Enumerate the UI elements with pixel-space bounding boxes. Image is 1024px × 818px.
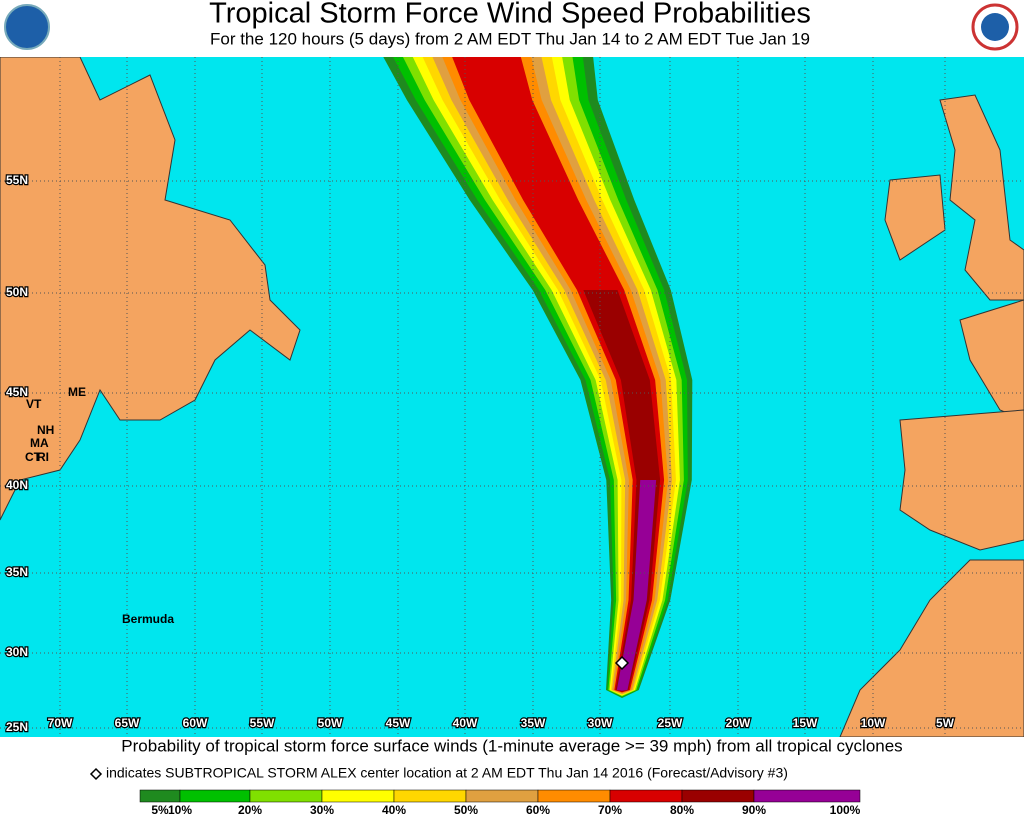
legend-swatch <box>609 789 683 803</box>
legend-label: 100% <box>830 803 861 817</box>
lat-label: 55N <box>6 173 28 187</box>
legend-swatch <box>681 789 755 803</box>
lat-label: 50N <box>6 285 28 299</box>
legend-label: 60% <box>526 803 550 817</box>
lon-label: 60W <box>183 716 208 730</box>
lat-label: 40N <box>6 478 28 492</box>
legend-label: 30% <box>310 803 334 817</box>
legend-label: 5% <box>151 803 169 817</box>
lon-label: 45W <box>386 716 411 730</box>
place-label: ME <box>68 385 86 399</box>
place-label: RI <box>37 450 49 464</box>
legend-label: 70% <box>598 803 622 817</box>
note: indicates SUBTROPICAL STORM ALEX center … <box>106 765 788 781</box>
lon-label: 40W <box>453 716 478 730</box>
legend-swatch <box>393 789 467 803</box>
storm-center <box>614 655 630 671</box>
graticule: 55N 50N 45N 40N 35N 30N 25N 70W 65W 60W 55W 50W 45W 4… <box>0 57 1024 737</box>
lon-label: 15W <box>793 716 818 730</box>
great-britain <box>939 94 1024 301</box>
probability-swath <box>383 57 693 698</box>
iberia <box>899 409 1024 551</box>
place-label: NH <box>37 423 54 437</box>
legend-swatch <box>753 789 861 803</box>
lon-label: 10W <box>861 716 886 730</box>
lon-label: 20W <box>726 716 751 730</box>
ireland <box>884 174 946 261</box>
legend-label: 10% <box>168 803 192 817</box>
lon-label: 35W <box>521 716 546 730</box>
lon-label: 5W <box>936 716 955 730</box>
legend-swatch <box>321 789 395 803</box>
lat-label: 45N <box>6 385 28 399</box>
legend-label: 90% <box>742 803 766 817</box>
lat-label: 25N <box>6 720 28 734</box>
map: 55N 50N 45N 40N 35N 30N 25N 70W 65W 60W 55W 50W 45W 4… <box>0 57 1024 737</box>
legend-swatch <box>249 789 323 803</box>
lon-label: 25W <box>658 716 683 730</box>
lat-label: 30N <box>6 645 28 659</box>
north-america <box>0 57 301 521</box>
noaa-logo <box>4 4 50 50</box>
subtitle: For the 120 hours (5 days) from 2 AM EDT… <box>210 29 810 48</box>
lon-label: 55W <box>250 716 275 730</box>
lon-label: 65W <box>115 716 140 730</box>
legend-swatch <box>139 789 181 803</box>
note-symbol <box>89 767 103 781</box>
lon-label: 70W <box>48 716 73 730</box>
africa <box>839 559 1024 737</box>
legend-swatch <box>179 789 251 803</box>
place-label: VT <box>26 397 42 411</box>
legend-label: 20% <box>238 803 262 817</box>
lat-label: 35N <box>6 565 28 579</box>
place-label: Bermuda <box>122 612 174 626</box>
legend-label: 40% <box>382 803 406 817</box>
place-label: CT <box>25 450 42 464</box>
caption: Probability of tropical storm force surf… <box>121 736 902 755</box>
probability-band <box>616 480 657 691</box>
legend-swatch <box>465 789 539 803</box>
lon-label: 30W <box>588 716 613 730</box>
legend-swatch <box>537 789 611 803</box>
legend-label: 80% <box>670 803 694 817</box>
probability-band <box>412 57 680 696</box>
title: Tropical Storm Force Wind Speed Probabil… <box>209 0 811 30</box>
nws-logo-inner <box>981 13 1009 41</box>
legend-label: 50% <box>454 803 478 817</box>
legend: 5% 10% 20% 30% 40% 50% 60% 70% 80% 90% 100% <box>139 789 861 817</box>
lon-label: 50W <box>318 716 343 730</box>
place-label: MA <box>30 436 49 450</box>
